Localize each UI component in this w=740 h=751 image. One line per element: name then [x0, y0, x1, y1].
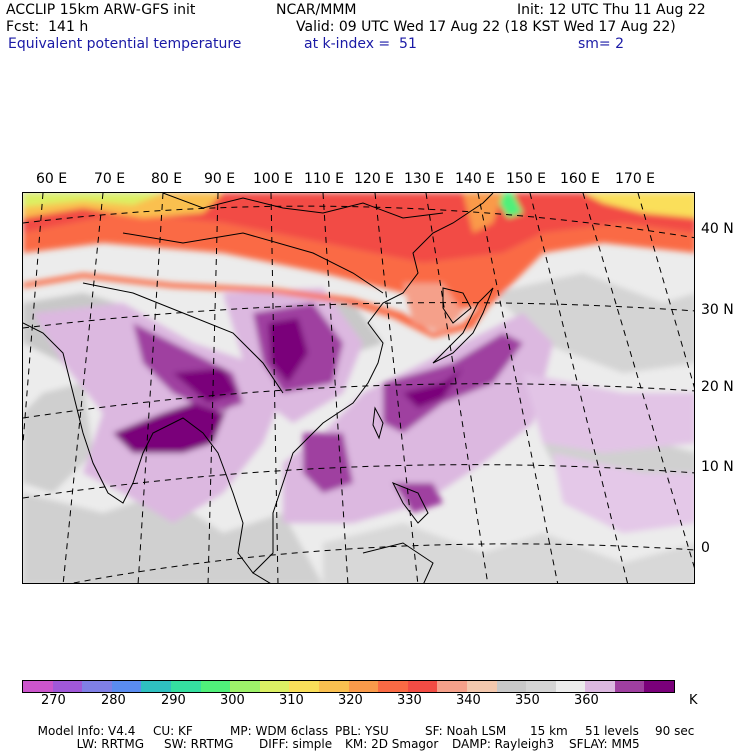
- info-version: Model Info: V4.4: [37, 724, 136, 738]
- info-res: 15 km: [530, 724, 568, 738]
- lon-label: 160 E: [560, 171, 601, 187]
- colorbar-swatch: [289, 681, 319, 692]
- info-pbl: PBL: YSU: [335, 724, 389, 738]
- colorbar-swatch: [318, 681, 349, 692]
- colorbar-tick: 360: [574, 693, 599, 708]
- lat-label: 10 N: [701, 459, 734, 475]
- field-name: Equivalent potential temperature: [8, 36, 242, 52]
- colorbar-swatch: [526, 681, 556, 692]
- theta-e-map: [22, 192, 695, 584]
- coastlines: [23, 193, 494, 583]
- colorbar-swatch: [230, 681, 260, 692]
- lon-label: 90 E: [204, 171, 236, 187]
- colorbar-swatch: [466, 681, 497, 692]
- colorbar-swatch: [585, 681, 615, 692]
- colorbar-tick: 320: [338, 693, 363, 708]
- colorbar-swatch: [52, 681, 83, 692]
- info-levels: 51 levels: [585, 724, 639, 738]
- colorbar-tick: 340: [456, 693, 481, 708]
- model-info-line2: LW: RRTMG SW: RRTMG DIFF: simple KM: 2D Sma…: [69, 725, 640, 751]
- info-lw: LW: RRTMG: [76, 737, 145, 751]
- lon-label: 170 E: [615, 171, 656, 187]
- init-time: Init: 12 UTC Thu 11 Aug 22: [517, 2, 706, 18]
- graticule: [23, 193, 694, 583]
- lon-label: 130 E: [404, 171, 445, 187]
- lat-label: 30 N: [701, 302, 734, 318]
- colorbar-swatch: [348, 681, 379, 692]
- model-info-line1: Model Info: V4.4 CU: KF MP: WDM 6class PBL:…: [30, 712, 695, 738]
- lon-label: 150 E: [506, 171, 547, 187]
- info-mp: MP: WDM 6class: [230, 724, 329, 738]
- colorbar-swatch: [259, 681, 290, 692]
- colorbar-tick: 280: [101, 693, 126, 708]
- colorbar-tick: 300: [220, 693, 245, 708]
- map-svg: [23, 193, 694, 583]
- info-cu: CU: KF: [153, 724, 193, 738]
- lon-label: 100 E: [253, 171, 294, 187]
- lon-label: 70 E: [94, 171, 126, 187]
- colorbar-tick: 290: [161, 693, 186, 708]
- lat-label: 40 N: [701, 221, 734, 237]
- colorbar-swatch: [200, 681, 231, 692]
- model-title: ACCLIP 15km ARW-GFS init: [6, 2, 196, 18]
- colorbar-swatch: [407, 681, 438, 692]
- lon-label: 120 E: [354, 171, 395, 187]
- info-sf: SF: Noah LSM: [425, 724, 507, 738]
- center-name: NCAR/MMM: [276, 2, 357, 18]
- colorbar-swatch: [496, 681, 527, 692]
- colorbar-swatch: [111, 681, 142, 692]
- level-label: at k-index = 51: [304, 36, 417, 52]
- colorbar-unit: K: [689, 693, 698, 708]
- colorbar-swatch: [644, 681, 675, 692]
- lon-label: 110 E: [304, 171, 345, 187]
- colorbar-swatch: [614, 681, 645, 692]
- lat-label: 0: [701, 540, 710, 556]
- colorbar-swatch: [555, 681, 586, 692]
- colorbar-swatch: [170, 681, 201, 692]
- colorbar-swatch: [378, 681, 408, 692]
- valid-time: Valid: 09 UTC Wed 17 Aug 22 (18 KST Wed …: [296, 19, 676, 35]
- colorbar-swatch: [82, 681, 112, 692]
- lon-label: 140 E: [455, 171, 496, 187]
- field-shading: [23, 193, 694, 583]
- info-dt: 90 sec: [655, 724, 695, 738]
- lon-label: 60 E: [36, 171, 68, 187]
- smoothing-label: sm= 2: [578, 36, 625, 52]
- forecast-hour: Fcst: 141 h: [6, 19, 89, 35]
- colorbar: [22, 680, 676, 693]
- lat-label: 20 N: [701, 379, 734, 395]
- colorbar-tick: 350: [515, 693, 540, 708]
- colorbar-tick: 270: [41, 693, 66, 708]
- colorbar-swatch: [23, 681, 53, 692]
- colorbar-tick: 330: [397, 693, 422, 708]
- colorbar-swatch: [141, 681, 171, 692]
- colorbar-swatch: [437, 681, 467, 692]
- colorbar-tick: 310: [279, 693, 304, 708]
- lon-label: 80 E: [151, 171, 183, 187]
